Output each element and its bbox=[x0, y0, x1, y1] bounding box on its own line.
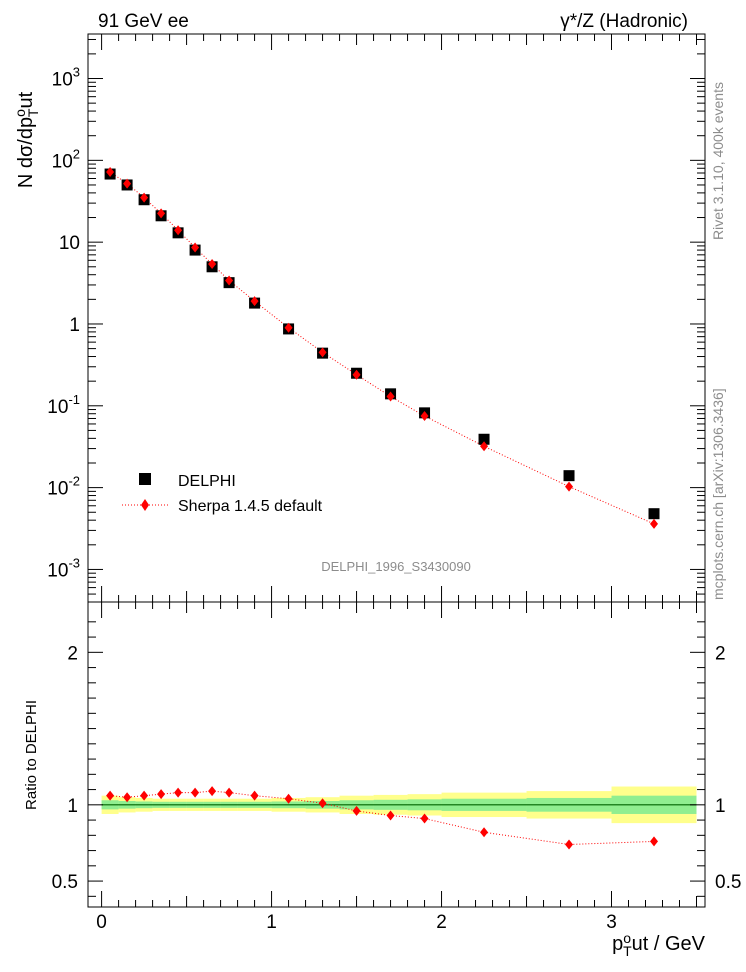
sherpa-data-point bbox=[650, 518, 659, 529]
sherpa-ratio-point bbox=[225, 787, 234, 798]
legend-sherpa-label: Sherpa 1.4.5 default bbox=[178, 498, 323, 515]
sherpa-data-point bbox=[352, 369, 361, 380]
main-ytick-label: 1 bbox=[69, 315, 80, 336]
sherpa-data-point bbox=[208, 259, 217, 270]
ratio-panel-frame bbox=[87, 601, 706, 908]
xtick-label: 3 bbox=[606, 912, 617, 933]
ratio-ytick-label-left: 0.5 bbox=[52, 872, 78, 893]
sherpa-ratio-point bbox=[650, 836, 659, 847]
xtick-label: 2 bbox=[436, 912, 447, 933]
sherpa-data-point bbox=[174, 225, 183, 236]
sherpa-ratio-point bbox=[174, 787, 183, 798]
sherpa-ratio-point bbox=[250, 790, 259, 801]
sherpa-ratio-point bbox=[208, 786, 217, 797]
sherpa-ratio-point bbox=[284, 793, 293, 804]
legend-delphi-marker bbox=[139, 473, 151, 485]
sherpa-data-point bbox=[191, 242, 200, 253]
delphi-data-point bbox=[648, 508, 660, 520]
ratio-ytick-label-right: 2 bbox=[715, 643, 726, 664]
sherpa-ratio-point bbox=[565, 839, 574, 850]
delphi-data-point bbox=[478, 433, 490, 445]
ratio-ytick-label-left: 2 bbox=[67, 643, 78, 664]
process-label: γ*/Z (Hadronic) bbox=[560, 11, 688, 32]
ratio-ytick-label-left: 1 bbox=[67, 796, 78, 817]
sherpa-ratio-point bbox=[318, 798, 327, 809]
sherpa-data-point bbox=[420, 411, 429, 422]
xtick-label: 1 bbox=[266, 912, 277, 933]
sherpa-ratio-point bbox=[191, 787, 200, 798]
main-axis-ticks: 10-3 10-2 10-1 1 10 102 103 bbox=[47, 38, 705, 603]
main-ytick-label: 10-3 bbox=[47, 555, 80, 581]
sherpa-data-point bbox=[318, 347, 327, 358]
sherpa-ratio-point bbox=[480, 827, 489, 838]
sherpa-ratio-point bbox=[352, 805, 361, 816]
main-panel-frame bbox=[87, 33, 706, 603]
main-ytick-label: 10-1 bbox=[47, 392, 80, 418]
ratio-ytick-label-right: 1 bbox=[715, 796, 726, 817]
x-axis-ticks: 0 1 2 3 bbox=[96, 34, 698, 933]
analysis-watermark: DELPHI_1996_S3430090 bbox=[321, 559, 471, 574]
sherpa-data-point bbox=[480, 441, 489, 452]
sherpa-ratio-point bbox=[386, 810, 395, 821]
main-ylabel: N dσ/dpoTut bbox=[12, 91, 41, 188]
sherpa-ratio-point bbox=[157, 789, 166, 800]
sherpa-data-point bbox=[225, 275, 234, 286]
main-ytick-label: 10-2 bbox=[47, 474, 80, 500]
ratio-series-layer bbox=[106, 786, 659, 850]
main-ylabel-text: N dσ/dpoTut bbox=[12, 91, 41, 188]
legend-sherpa-marker bbox=[141, 499, 149, 511]
rivet-version-text: Rivet 3.1.10, 400k events bbox=[710, 82, 726, 240]
sherpa-data-point bbox=[157, 208, 166, 219]
x-axis-title-text: po Tut / GeV bbox=[612, 930, 706, 959]
ratio-axis-ticks: 0.5 0.5 1 1 2 2 bbox=[52, 621, 741, 897]
sherpa-ratio-point bbox=[140, 790, 149, 801]
sherpa-data-point bbox=[250, 296, 259, 307]
energy-label: 91 GeV ee bbox=[98, 11, 189, 32]
ratio-ylabel: Ratio to DELPHI bbox=[23, 700, 40, 810]
legend: DELPHI Sherpa 1.4.5 default bbox=[122, 473, 323, 515]
sherpa-ratio-point bbox=[420, 813, 429, 824]
main-ytick-label: 10 bbox=[59, 233, 80, 254]
main-series-layer bbox=[104, 167, 660, 529]
main-ytick-label: 103 bbox=[52, 65, 80, 91]
sherpa-data-point bbox=[123, 178, 132, 189]
sherpa-ratio-point bbox=[123, 792, 132, 803]
sherpa-ratio-point bbox=[106, 790, 115, 801]
sherpa-data-point bbox=[106, 167, 115, 178]
legend-delphi-label: DELPHI bbox=[178, 473, 236, 490]
delphi-data-point bbox=[563, 470, 575, 482]
sherpa-data-point bbox=[565, 481, 574, 492]
sherpa-data-point bbox=[386, 391, 395, 402]
x-axis-title: po Tut / GeV bbox=[612, 930, 706, 959]
ratio-ytick-label-right: 0.5 bbox=[715, 872, 741, 893]
sherpa-data-point bbox=[284, 322, 293, 333]
sherpa-ratio-line bbox=[110, 790, 655, 845]
main-ytick-label: 102 bbox=[52, 146, 80, 172]
sherpa-data-point bbox=[140, 192, 149, 203]
mcplots-url-text: mcplots.cern.ch [arXiv:1306.3436] bbox=[710, 388, 726, 600]
xtick-label: 0 bbox=[96, 912, 107, 933]
